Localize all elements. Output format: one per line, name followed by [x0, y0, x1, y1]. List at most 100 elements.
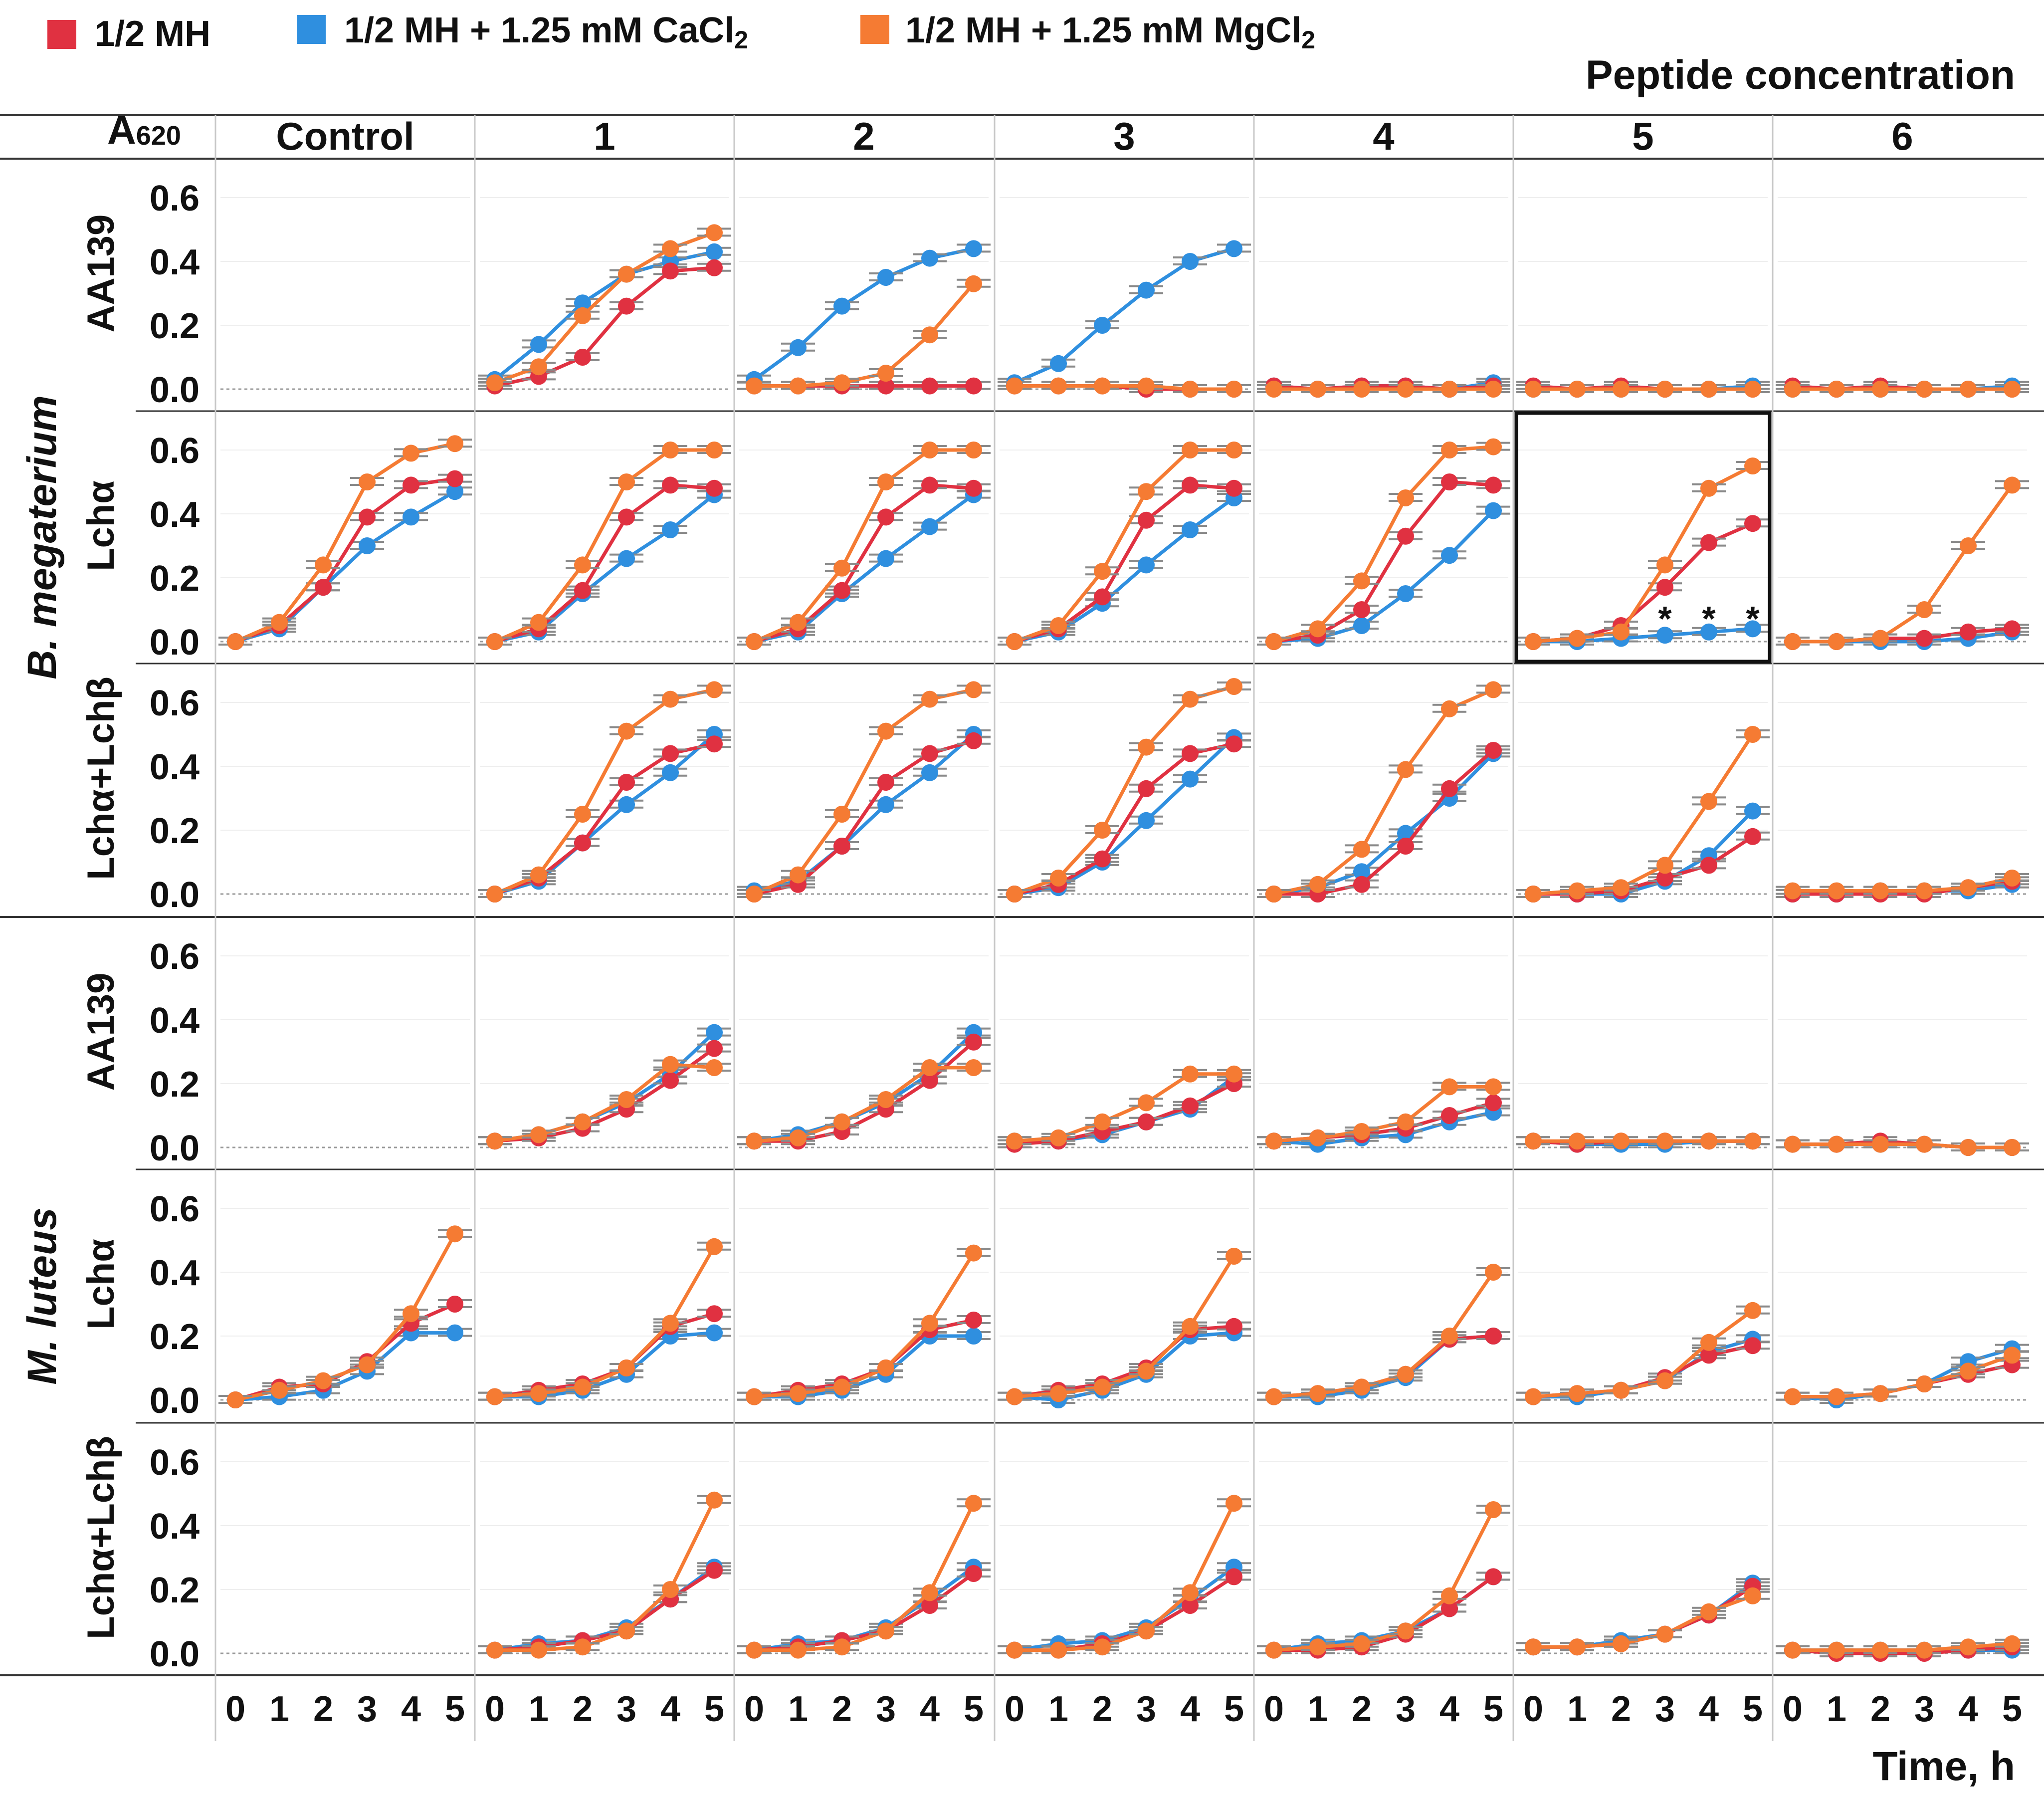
data-point — [1182, 442, 1199, 458]
data-point — [921, 1597, 938, 1614]
data-point — [1656, 1372, 1673, 1389]
data-point — [2004, 476, 2021, 494]
data-point — [921, 1059, 938, 1076]
data-point — [1656, 857, 1673, 874]
y-tick-label: 0.4 — [150, 1507, 200, 1547]
data-point — [574, 582, 591, 599]
data-point — [1138, 1622, 1155, 1640]
panel-r4-c4 — [1257, 1208, 1510, 1405]
data-point — [1094, 1378, 1111, 1396]
x-tick-label: 3 — [357, 1689, 377, 1729]
data-point — [1525, 1388, 1542, 1405]
data-point — [1309, 1385, 1326, 1402]
data-point — [1441, 1107, 1458, 1124]
data-point — [1265, 1641, 1282, 1659]
data-point — [1569, 1385, 1586, 1402]
x-tick-label: 3 — [616, 1689, 636, 1729]
data-point — [1744, 620, 1761, 638]
x-tick-label: 0 — [485, 1689, 505, 1729]
data-point — [1226, 735, 1242, 753]
series-line — [495, 1499, 716, 1652]
data-point — [790, 1385, 807, 1402]
data-point — [1960, 1139, 1977, 1156]
y-tick-label: 0.6 — [150, 431, 200, 471]
y-tick-label: 0.4 — [150, 1253, 200, 1293]
x-tick-label: 3 — [876, 1689, 896, 1729]
data-point — [965, 479, 982, 497]
data-point — [877, 1359, 894, 1376]
x-tick-label: 2 — [1611, 1689, 1631, 1729]
data-point — [1744, 726, 1761, 743]
y-tick-label: 0.6 — [150, 179, 200, 219]
data-point — [1569, 1638, 1586, 1656]
data-point — [1182, 521, 1199, 538]
data-point — [1353, 863, 1370, 881]
data-point — [1569, 381, 1586, 398]
data-point — [1613, 1381, 1630, 1399]
data-point — [530, 614, 547, 631]
data-point — [746, 1132, 763, 1150]
x-tick-label: 0 — [1005, 1689, 1024, 1729]
legend-label-cacl2: 1/2 MH + 1.25 mM CaCl2 — [344, 10, 748, 54]
data-point — [1138, 1094, 1155, 1112]
x-tick-label: 2 — [1352, 1689, 1372, 1729]
data-point — [877, 1091, 894, 1108]
data-point — [1265, 1132, 1282, 1150]
organism-label: M. luteus — [19, 1207, 65, 1384]
data-point — [833, 806, 850, 823]
data-point — [746, 633, 763, 650]
data-point — [833, 374, 850, 392]
data-point — [1784, 381, 1801, 398]
data-point — [1485, 381, 1502, 398]
series-line — [1273, 1334, 1494, 1399]
data-point — [486, 1641, 503, 1659]
data-point — [1485, 1328, 1502, 1345]
data-point — [1226, 381, 1242, 398]
y-tick-label: 0.0 — [150, 875, 200, 915]
data-point — [486, 633, 503, 650]
data-point — [877, 473, 894, 490]
data-point — [1525, 381, 1542, 398]
data-point — [1828, 1388, 1845, 1405]
data-point — [1872, 882, 1889, 900]
data-point — [921, 442, 938, 458]
data-point — [1700, 857, 1717, 874]
data-point — [1872, 381, 1889, 398]
data-point — [1916, 1375, 1933, 1392]
data-point — [1397, 838, 1414, 855]
x-tick-label: 1 — [269, 1689, 289, 1729]
data-point — [877, 377, 894, 395]
data-point — [618, 1359, 635, 1376]
data-point — [1309, 381, 1326, 398]
data-point — [1050, 1129, 1067, 1146]
row-label: AA139 — [80, 215, 122, 333]
panel-r1-c3 — [998, 442, 1251, 650]
data-point — [1397, 381, 1414, 398]
data-point — [706, 1024, 723, 1041]
data-point — [446, 483, 463, 500]
data-point — [2004, 620, 2021, 638]
data-point — [790, 1641, 807, 1659]
data-point — [1138, 1113, 1155, 1130]
data-point — [921, 745, 938, 762]
data-point — [1960, 879, 1977, 897]
data-point — [1441, 1078, 1458, 1096]
data-point — [1353, 1635, 1370, 1652]
data-point — [965, 681, 982, 698]
data-point — [2004, 1347, 2021, 1364]
data-point — [530, 1641, 547, 1659]
data-point — [1485, 742, 1502, 759]
data-point — [1441, 547, 1458, 564]
data-point — [227, 633, 244, 650]
x-tick-label: 2 — [832, 1689, 852, 1729]
data-point — [618, 1091, 635, 1108]
data-point — [1353, 1123, 1370, 1140]
data-point — [1006, 886, 1023, 903]
x-tick-label: 4 — [1180, 1689, 1200, 1729]
data-point — [1138, 377, 1155, 395]
data-point — [1182, 381, 1199, 398]
data-point — [1182, 1584, 1199, 1601]
data-point — [1182, 1597, 1199, 1614]
data-point — [574, 1638, 591, 1656]
